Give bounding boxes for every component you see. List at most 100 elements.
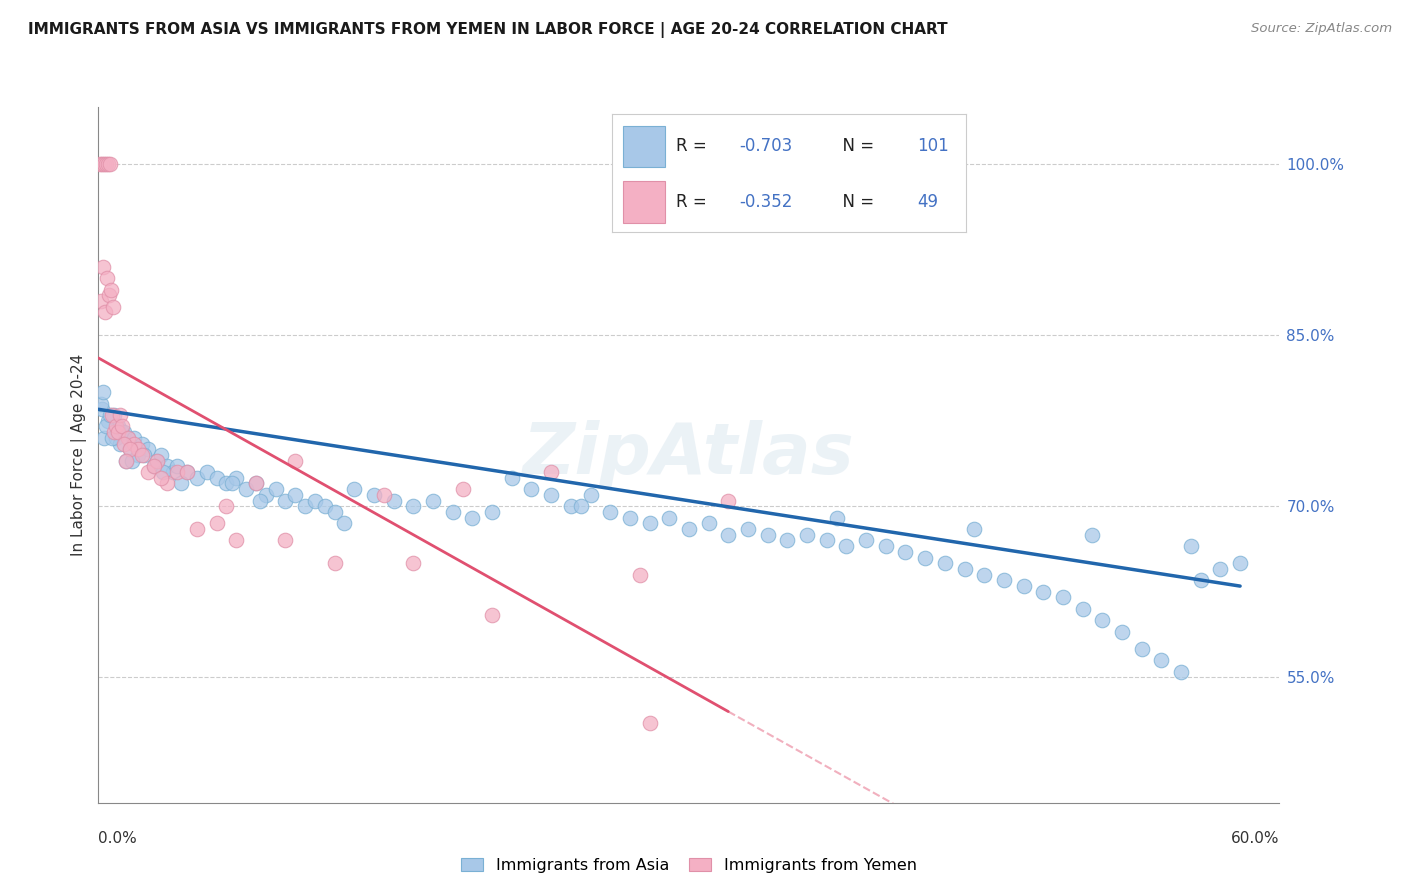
Point bbox=[481, 505, 503, 519]
Point bbox=[402, 500, 425, 514]
Point bbox=[195, 465, 218, 479]
Point bbox=[98, 157, 121, 171]
Point bbox=[117, 431, 139, 445]
Point bbox=[117, 431, 139, 445]
Point bbox=[93, 157, 115, 171]
Point bbox=[343, 482, 366, 496]
Point bbox=[101, 431, 124, 445]
Point bbox=[678, 522, 700, 536]
Point bbox=[756, 528, 779, 542]
Point bbox=[97, 414, 120, 428]
Point bbox=[560, 500, 582, 514]
Point bbox=[1180, 539, 1202, 553]
Point bbox=[166, 465, 188, 479]
Point bbox=[150, 471, 173, 485]
Point bbox=[875, 539, 897, 553]
Point bbox=[501, 471, 523, 485]
Point bbox=[111, 419, 134, 434]
Point bbox=[1150, 653, 1173, 667]
Point bbox=[100, 283, 122, 297]
Point bbox=[235, 482, 257, 496]
Point bbox=[111, 425, 134, 439]
Point bbox=[1032, 584, 1054, 599]
Point bbox=[481, 607, 503, 622]
Point bbox=[697, 516, 720, 531]
Point bbox=[115, 453, 138, 467]
Point bbox=[122, 431, 145, 445]
Point bbox=[569, 500, 592, 514]
Point bbox=[127, 442, 149, 457]
Point bbox=[98, 288, 121, 302]
Y-axis label: In Labor Force | Age 20-24: In Labor Force | Age 20-24 bbox=[72, 354, 87, 556]
Point bbox=[294, 500, 316, 514]
Point bbox=[284, 453, 307, 467]
Point bbox=[162, 465, 184, 479]
Text: 0.0%: 0.0% bbox=[98, 830, 138, 846]
Point bbox=[118, 442, 141, 457]
Point bbox=[993, 574, 1015, 588]
Point bbox=[142, 459, 165, 474]
Point bbox=[221, 476, 243, 491]
Point bbox=[441, 505, 464, 519]
Point bbox=[91, 402, 114, 417]
Point bbox=[963, 522, 986, 536]
Point bbox=[121, 453, 143, 467]
Point bbox=[1091, 613, 1114, 627]
Point bbox=[205, 471, 228, 485]
Point bbox=[855, 533, 877, 548]
Point bbox=[304, 493, 326, 508]
Point bbox=[451, 482, 474, 496]
Point bbox=[186, 522, 208, 536]
Point bbox=[1170, 665, 1192, 679]
Point bbox=[103, 425, 125, 439]
Point bbox=[973, 567, 995, 582]
Point bbox=[363, 488, 385, 502]
Point bbox=[245, 476, 267, 491]
Text: Source: ZipAtlas.com: Source: ZipAtlas.com bbox=[1251, 22, 1392, 36]
Point bbox=[97, 157, 120, 171]
Point bbox=[105, 431, 128, 445]
Point bbox=[215, 500, 238, 514]
Point bbox=[105, 419, 128, 434]
Point bbox=[540, 465, 562, 479]
Point bbox=[176, 465, 198, 479]
Point bbox=[245, 476, 267, 491]
Point bbox=[422, 493, 444, 508]
Point bbox=[112, 436, 135, 450]
Point bbox=[1111, 624, 1133, 639]
Point bbox=[136, 465, 159, 479]
Point bbox=[93, 260, 115, 274]
Point bbox=[107, 425, 129, 439]
Text: IMMIGRANTS FROM ASIA VS IMMIGRANTS FROM YEMEN IN LABOR FORCE | AGE 20-24 CORRELA: IMMIGRANTS FROM ASIA VS IMMIGRANTS FROM … bbox=[28, 22, 948, 38]
Point bbox=[186, 471, 208, 485]
Point bbox=[249, 493, 271, 508]
Point bbox=[1209, 562, 1232, 576]
Text: ZipAtlas: ZipAtlas bbox=[523, 420, 855, 490]
Point bbox=[628, 567, 651, 582]
Point bbox=[166, 459, 188, 474]
Point bbox=[599, 505, 621, 519]
Point bbox=[131, 436, 153, 450]
Point bbox=[314, 500, 336, 514]
Point bbox=[108, 408, 131, 422]
Point bbox=[284, 488, 307, 502]
Point bbox=[717, 493, 740, 508]
Point bbox=[91, 157, 114, 171]
Point bbox=[142, 459, 165, 474]
Point bbox=[156, 476, 179, 491]
Point bbox=[658, 510, 681, 524]
Point bbox=[1229, 556, 1251, 570]
Point bbox=[1052, 591, 1074, 605]
Point bbox=[115, 453, 138, 467]
Point bbox=[93, 385, 115, 400]
Point bbox=[107, 419, 129, 434]
Point bbox=[323, 505, 346, 519]
Point bbox=[1071, 602, 1094, 616]
Point bbox=[815, 533, 838, 548]
Point bbox=[112, 425, 135, 439]
Point bbox=[94, 305, 117, 319]
Point bbox=[89, 157, 111, 171]
Point bbox=[835, 539, 858, 553]
Point bbox=[225, 471, 247, 485]
Point bbox=[796, 528, 818, 542]
